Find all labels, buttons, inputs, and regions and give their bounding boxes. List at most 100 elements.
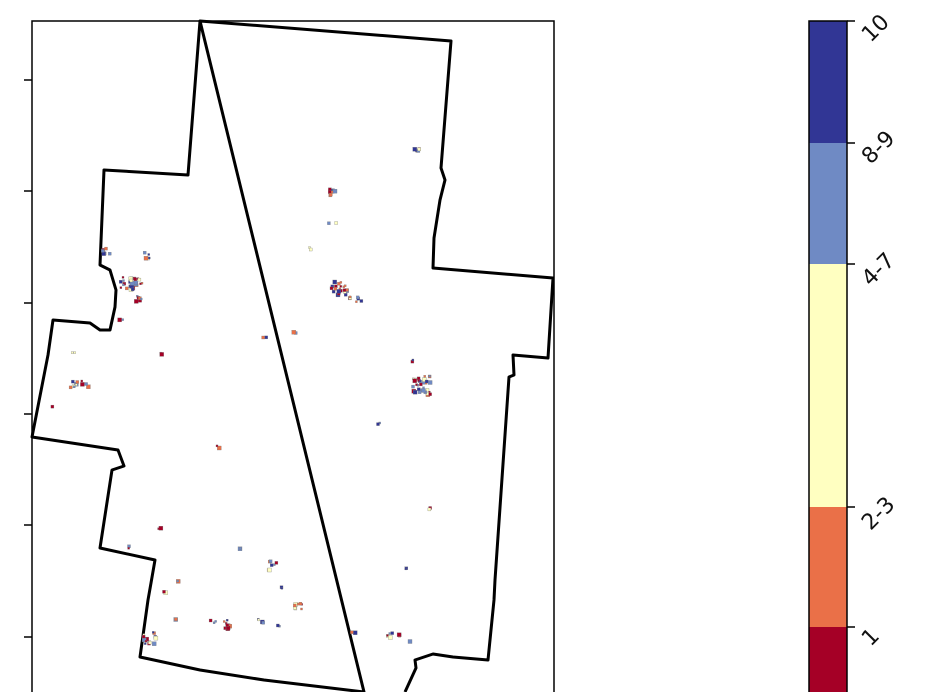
patch-cell: [388, 635, 393, 640]
patch-cell: [412, 390, 418, 395]
patch-cell: [417, 387, 421, 391]
patch-cell: [411, 358, 415, 362]
patch-cell: [152, 631, 155, 634]
classified-patches: [50, 147, 433, 646]
patch-cell: [280, 587, 284, 590]
patch-cell: [119, 280, 123, 284]
patch-cell: [261, 335, 265, 340]
map-frame: [31, 20, 555, 692]
patch-cell: [86, 384, 91, 389]
patch-cell: [404, 567, 408, 571]
patch-cell: [423, 375, 426, 378]
patch-cell: [139, 282, 142, 285]
patch-cell: [50, 404, 55, 409]
patch-cell: [376, 422, 380, 426]
colorbar-segment-10: [809, 21, 847, 143]
patch-cell: [427, 380, 433, 385]
patch-cell: [416, 376, 421, 381]
patch-cell: [121, 276, 125, 279]
patch-cell: [208, 618, 213, 623]
patch-cell: [297, 602, 300, 606]
patch-cell: [134, 299, 139, 304]
colorbar-segment-1: [809, 627, 847, 692]
patch-cell: [148, 256, 151, 260]
patch-cell: [428, 374, 431, 378]
patch-cell: [217, 445, 222, 451]
patch-cell: [412, 378, 417, 383]
patch-cell: [333, 287, 338, 291]
colorbar-segment-8-9: [809, 143, 847, 264]
patch-cell: [407, 639, 413, 644]
patch-cell: [257, 618, 260, 622]
patch-cell: [215, 444, 219, 448]
colorbar-segment-2-3: [809, 507, 847, 627]
patch-cell: [411, 384, 415, 389]
colorbar-segment-4-7: [809, 264, 847, 507]
patch-cell: [415, 383, 418, 386]
colorbar: [808, 20, 855, 692]
patch-cell: [176, 579, 179, 583]
patch-cell: [390, 631, 394, 635]
patch-cell: [133, 280, 138, 285]
patch-cell: [291, 330, 296, 335]
patch-cell: [386, 634, 389, 637]
patch-cell: [344, 284, 347, 287]
patch-cell: [71, 379, 75, 384]
patch-cell: [143, 256, 149, 261]
patch-cell: [332, 279, 337, 285]
patch-cell: [104, 246, 108, 251]
patch-cell: [73, 385, 76, 388]
patch-cell: [425, 388, 430, 392]
patch-cell: [223, 620, 226, 623]
patch-cell: [226, 619, 229, 622]
patch-cell: [162, 590, 166, 594]
patch-cell: [152, 641, 157, 646]
patch-cell: [270, 563, 274, 567]
left-axis-ticks: [24, 79, 32, 638]
patch-cell: [350, 630, 354, 634]
patch-cell: [336, 289, 342, 294]
patch-cell: [264, 335, 268, 340]
patch-cell: [153, 635, 159, 641]
patch-cell: [428, 392, 432, 396]
patch-cell: [68, 385, 73, 390]
patch-cell: [427, 507, 432, 512]
patch-cell: [140, 297, 143, 301]
patch-cell: [273, 563, 276, 566]
patch-cell: [422, 377, 427, 382]
patch-cell: [80, 382, 85, 387]
patch-cell: [388, 632, 391, 635]
patch-cell: [419, 382, 423, 387]
patch-cell: [268, 559, 273, 563]
patch-cell: [329, 192, 333, 197]
patch-cell: [137, 277, 142, 282]
patch-cell: [127, 547, 130, 550]
patch-cell: [125, 286, 129, 291]
patch-cell: [141, 634, 146, 639]
patch-cell: [342, 288, 347, 292]
patch-cell: [329, 286, 334, 290]
patch-cell: [129, 278, 133, 283]
patch-cell: [337, 282, 341, 286]
patch-cell: [339, 281, 343, 284]
patch-cell: [267, 567, 272, 573]
patch-cell: [71, 351, 74, 354]
region-boundary: [30, 19, 555, 692]
patch-cell: [73, 351, 76, 354]
patch-cell: [332, 189, 338, 194]
patch-cell: [121, 318, 124, 321]
patch-cell: [122, 283, 125, 287]
patch-cell: [174, 617, 178, 621]
patch-cell: [261, 621, 265, 625]
patch-cell: [108, 252, 112, 256]
patch-cell: [117, 317, 122, 323]
patch-cell: [356, 295, 360, 300]
patch-cell: [328, 187, 332, 191]
patch-cell: [300, 607, 303, 611]
patch-cell: [130, 287, 135, 292]
patch-cell: [158, 526, 164, 531]
patch-cell: [344, 293, 348, 297]
patch-cell: [122, 279, 125, 282]
patch-cell: [421, 388, 426, 393]
